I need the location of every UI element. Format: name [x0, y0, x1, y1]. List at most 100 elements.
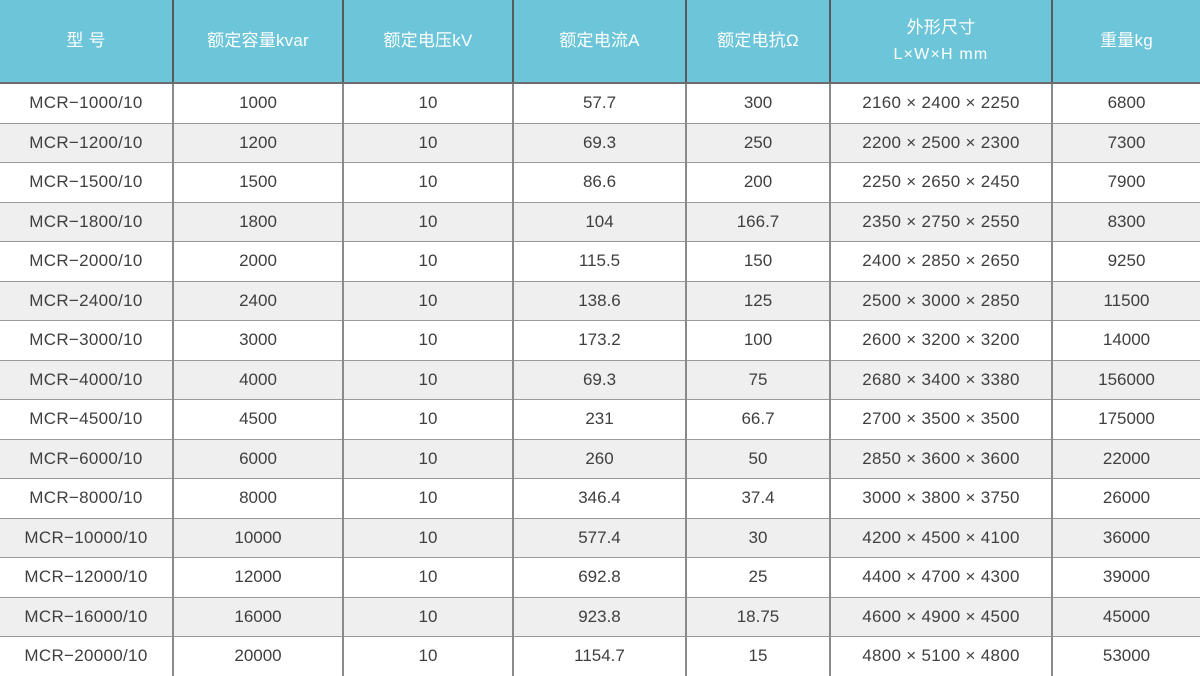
cell-current: 138.6 — [513, 281, 687, 321]
cell-dimensions: 2160 × 2400 × 2250 — [830, 83, 1053, 124]
cell-dimensions: 2200 × 2500 × 2300 — [830, 123, 1053, 163]
cell-weight: 11500 — [1052, 281, 1200, 321]
cell-weight: 22000 — [1052, 439, 1200, 479]
cell-current: 86.6 — [513, 162, 687, 203]
cell-weight: 6800 — [1052, 83, 1200, 124]
column-header-current: 额定电流A — [513, 0, 687, 84]
cell-reactance: 166.7 — [686, 202, 831, 242]
cell-current: 1154.7 — [513, 636, 687, 676]
column-header-dimensions-units: L×W×H mm — [893, 45, 989, 63]
cell-dimensions: 2700 × 3500 × 3500 — [830, 399, 1053, 440]
cell-model: MCR−1800/10 — [0, 202, 174, 242]
cell-reactance: 100 — [686, 320, 831, 361]
cell-dimensions: 2500 × 3000 × 2850 — [830, 281, 1053, 321]
cell-voltage: 10 — [343, 439, 514, 479]
cell-reactance: 15 — [686, 636, 831, 676]
table-row: MCR−1800/10 1800 10 104 166.7 2350 × 2750 × 2… — [0, 202, 1200, 242]
cell-current: 115.5 — [513, 241, 687, 282]
cell-reactance: 250 — [686, 123, 831, 163]
cell-dimensions: 2250 × 2650 × 2450 — [830, 162, 1053, 203]
cell-model: MCR−6000/10 — [0, 439, 174, 479]
cell-current: 923.8 — [513, 597, 687, 637]
table-body: MCR−1000/10 1000 10 57.7 300 2160 × 2400 × 22… — [0, 83, 1200, 676]
table-row: MCR−16000/10 16000 10 923.8 18.75 4600 × 4900… — [0, 597, 1200, 637]
cell-dimensions: 4400 × 4700 × 4300 — [830, 557, 1053, 598]
cell-current: 231 — [513, 399, 687, 440]
table-row: MCR−1200/10 1200 10 69.3 250 2200 × 2500 × 23… — [0, 123, 1200, 163]
cell-capacity: 4000 — [173, 360, 344, 400]
table-row: MCR−12000/10 12000 10 692.8 25 4400 × 4700 × … — [0, 557, 1200, 598]
cell-capacity: 12000 — [173, 557, 344, 598]
column-header-model: 型 号 — [0, 0, 174, 84]
table-row: MCR−2000/10 2000 10 115.5 150 2400 × 2850 × 2… — [0, 241, 1200, 282]
cell-capacity: 2000 — [173, 241, 344, 282]
cell-voltage: 10 — [343, 478, 514, 519]
cell-capacity: 3000 — [173, 320, 344, 361]
cell-current: 104 — [513, 202, 687, 242]
cell-reactance: 37.4 — [686, 478, 831, 519]
cell-model: MCR−1000/10 — [0, 83, 174, 124]
cell-weight: 9250 — [1052, 241, 1200, 282]
cell-capacity: 4500 — [173, 399, 344, 440]
cell-model: MCR−3000/10 — [0, 320, 174, 361]
cell-voltage: 10 — [343, 241, 514, 282]
cell-weight: 36000 — [1052, 518, 1200, 558]
cell-dimensions: 4200 × 4500 × 4100 — [830, 518, 1053, 558]
table-row: MCR−1000/10 1000 10 57.7 300 2160 × 2400 × 22… — [0, 83, 1200, 124]
cell-current: 692.8 — [513, 557, 687, 598]
cell-current: 69.3 — [513, 123, 687, 163]
cell-reactance: 200 — [686, 162, 831, 203]
cell-current: 173.2 — [513, 320, 687, 361]
cell-dimensions: 4800 × 5100 × 4800 — [830, 636, 1053, 676]
cell-capacity: 1200 — [173, 123, 344, 163]
cell-voltage: 10 — [343, 518, 514, 558]
cell-capacity: 1800 — [173, 202, 344, 242]
cell-model: MCR−8000/10 — [0, 478, 174, 519]
table-row: MCR−20000/10 20000 10 1154.7 15 4800 × 5100 ×… — [0, 636, 1200, 676]
cell-voltage: 10 — [343, 597, 514, 637]
table-row: MCR−8000/10 8000 10 346.4 37.4 3000 × 3800 × … — [0, 478, 1200, 519]
cell-voltage: 10 — [343, 557, 514, 598]
cell-dimensions: 3000 × 3800 × 3750 — [830, 478, 1053, 519]
cell-model: MCR−1200/10 — [0, 123, 174, 163]
cell-weight: 26000 — [1052, 478, 1200, 519]
cell-model: MCR−20000/10 — [0, 636, 174, 676]
cell-dimensions: 4600 × 4900 × 4500 — [830, 597, 1053, 637]
cell-capacity: 1000 — [173, 83, 344, 124]
column-header-weight: 重量kg — [1052, 0, 1200, 84]
cell-weight: 175000 — [1052, 399, 1200, 440]
cell-dimensions: 2350 × 2750 × 2550 — [830, 202, 1053, 242]
cell-weight: 14000 — [1052, 320, 1200, 361]
cell-model: MCR−12000/10 — [0, 557, 174, 598]
column-header-dimensions-title: 外形尺寸 — [906, 17, 976, 37]
cell-model: MCR−10000/10 — [0, 518, 174, 558]
cell-model: MCR−4500/10 — [0, 399, 174, 440]
cell-reactance: 300 — [686, 83, 831, 124]
cell-capacity: 16000 — [173, 597, 344, 637]
cell-reactance: 25 — [686, 557, 831, 598]
cell-weight: 7900 — [1052, 162, 1200, 203]
cell-weight: 7300 — [1052, 123, 1200, 163]
column-header-reactance: 额定电抗Ω — [686, 0, 831, 84]
cell-reactance: 75 — [686, 360, 831, 400]
cell-voltage: 10 — [343, 399, 514, 440]
cell-model: MCR−2400/10 — [0, 281, 174, 321]
cell-current: 577.4 — [513, 518, 687, 558]
cell-capacity: 2400 — [173, 281, 344, 321]
cell-current: 57.7 — [513, 83, 687, 124]
cell-weight: 8300 — [1052, 202, 1200, 242]
cell-weight: 156000 — [1052, 360, 1200, 400]
cell-capacity: 1500 — [173, 162, 344, 203]
cell-voltage: 10 — [343, 162, 514, 203]
table-header: 型 号 额定容量kvar 额定电压kV 额定电流A 额定电抗Ω 外形尺寸 L×W… — [0, 0, 1200, 84]
cell-voltage: 10 — [343, 83, 514, 124]
table-header-row: 型 号 额定容量kvar 额定电压kV 额定电流A 额定电抗Ω 外形尺寸 L×W… — [0, 0, 1200, 84]
cell-capacity: 20000 — [173, 636, 344, 676]
cell-reactance: 50 — [686, 439, 831, 479]
column-header-voltage: 额定电压kV — [343, 0, 514, 84]
cell-capacity: 6000 — [173, 439, 344, 479]
table-row: MCR−6000/10 6000 10 260 50 2850 × 3600 × 3600… — [0, 439, 1200, 479]
cell-weight: 53000 — [1052, 636, 1200, 676]
cell-reactance: 30 — [686, 518, 831, 558]
